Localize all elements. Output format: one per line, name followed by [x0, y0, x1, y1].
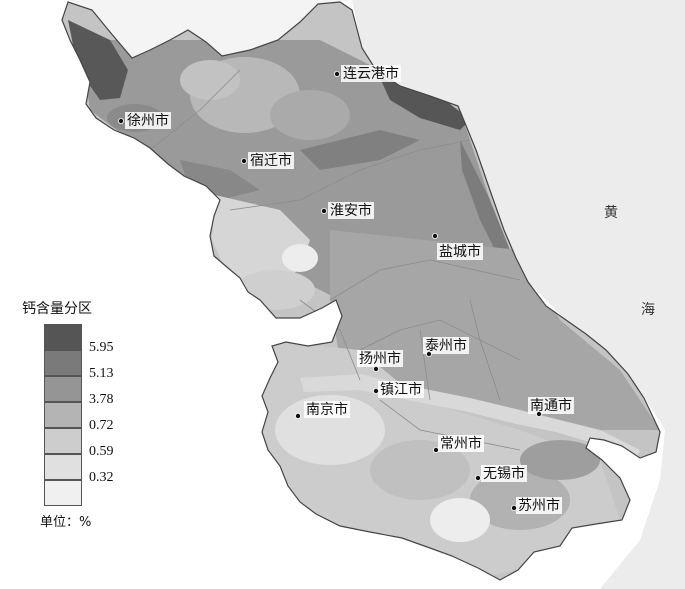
legend-value: 0.32 — [89, 470, 114, 485]
city-marker — [333, 71, 340, 78]
district-boundaries — [149, 69, 521, 451]
city-marker — [474, 474, 481, 481]
city-label-background — [437, 243, 483, 260]
city-label-background — [248, 152, 294, 169]
city-marker — [294, 412, 301, 419]
city-label: 常州市 — [440, 435, 482, 452]
city-marker — [240, 157, 247, 164]
legend-swatch — [44, 350, 82, 376]
city-label-background — [528, 397, 574, 414]
sea-label-hai: 海 — [641, 302, 655, 318]
legend-value: 5.13 — [89, 366, 114, 381]
city-label: 泰州市 — [425, 337, 467, 354]
city-label: 无锡市 — [483, 465, 525, 482]
city-label: 镇江市 — [380, 381, 422, 398]
legend-swatch — [44, 324, 82, 350]
city-label-background — [423, 337, 469, 354]
city-label: 南京市 — [306, 401, 348, 418]
city-marker — [432, 446, 439, 453]
city-label: 盐城市 — [439, 243, 481, 260]
city-marker — [372, 365, 379, 372]
city-label: 苏州市 — [518, 497, 560, 514]
legend-value: 0.59 — [89, 444, 114, 459]
legend-swatch — [44, 376, 82, 402]
city-label-background — [481, 465, 527, 482]
legend-value: 5.95 — [89, 340, 114, 355]
city-label-background — [125, 112, 171, 129]
city-label-background — [341, 65, 401, 82]
city-label: 淮安市 — [330, 202, 372, 219]
city-label: 徐州市 — [127, 112, 169, 129]
city-label: 扬州市 — [359, 350, 401, 367]
legend-swatch — [44, 428, 82, 454]
city-label-background — [378, 381, 424, 398]
city-marker — [536, 410, 543, 417]
northern-land — [68, 0, 352, 58]
sea-label-huang: 黄 — [604, 204, 618, 221]
city-label: 南通市 — [530, 397, 572, 414]
legend-title: 钙含量分区 — [22, 301, 92, 317]
city-marker — [118, 118, 125, 125]
city-marker — [510, 504, 517, 511]
city-label: 连云港市 — [343, 65, 399, 82]
legend-swatch — [44, 402, 82, 428]
city-marker — [372, 387, 379, 394]
city-label-background — [438, 435, 484, 452]
city-label-background — [328, 202, 374, 219]
city-marker — [320, 207, 327, 214]
city-label: 宿迁市 — [250, 152, 292, 169]
legend-swatch — [44, 454, 82, 480]
city-marker — [431, 232, 438, 239]
legend-unit: 单位：% — [40, 515, 92, 530]
legend-swatch — [44, 480, 82, 506]
legend-value: 0.72 — [89, 418, 114, 433]
sea-area — [352, 0, 685, 589]
legend-value: 3.78 — [89, 392, 114, 407]
city-label-background — [304, 401, 350, 418]
city-label-background — [516, 497, 562, 514]
city-label-background — [357, 350, 403, 367]
city-marker — [425, 350, 432, 357]
